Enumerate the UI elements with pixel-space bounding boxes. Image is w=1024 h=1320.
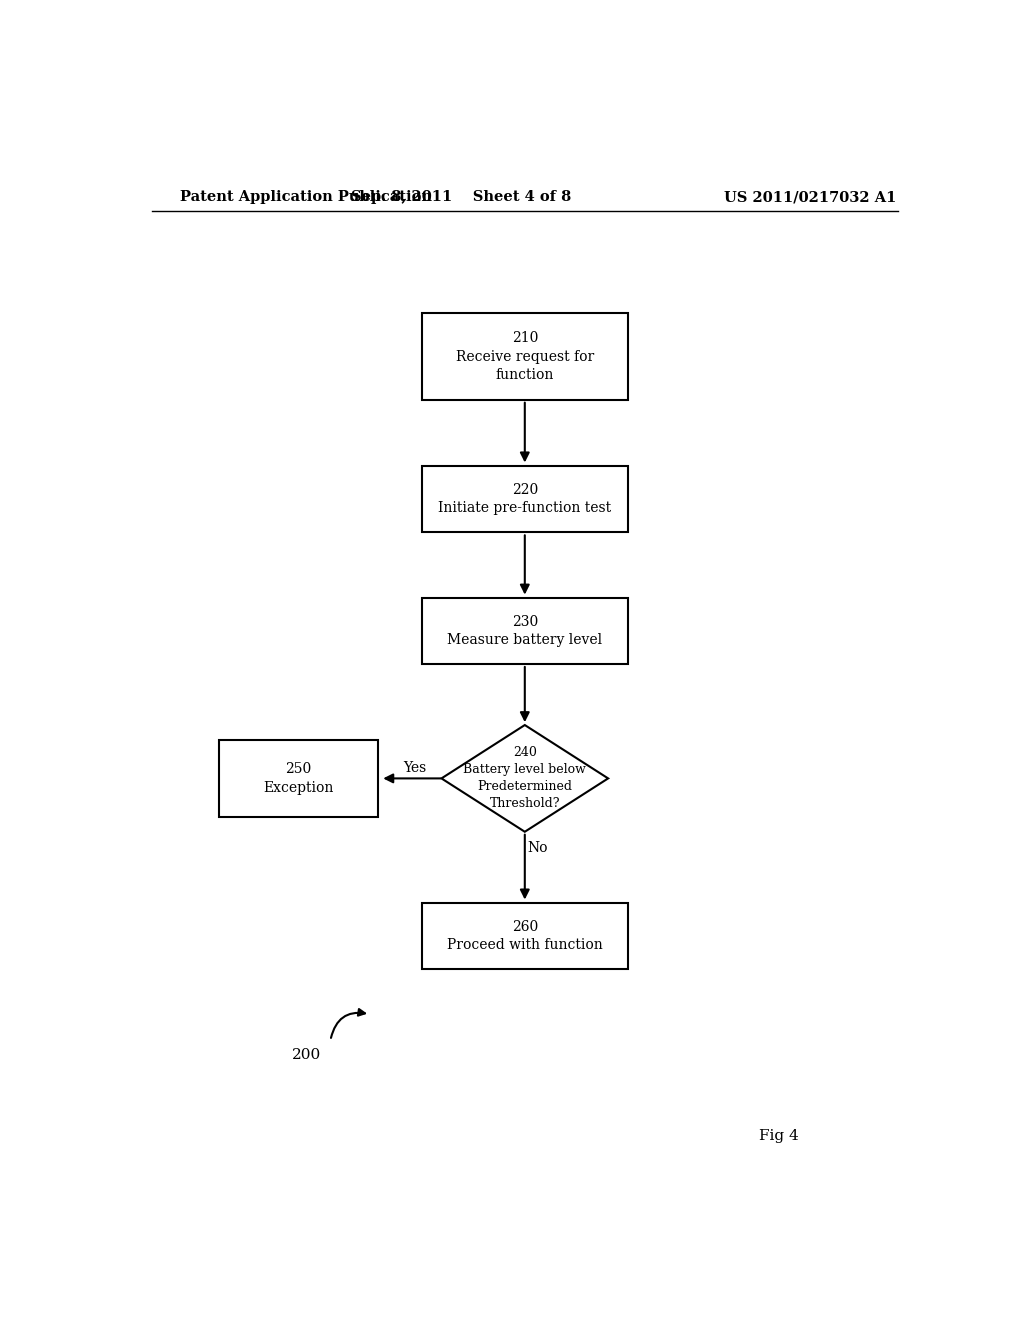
Text: 260
Proceed with function: 260 Proceed with function	[446, 920, 603, 952]
Text: 240
Battery level below
Predetermined
Threshold?: 240 Battery level below Predetermined Th…	[464, 746, 586, 810]
Text: Fig 4: Fig 4	[759, 1129, 799, 1143]
Polygon shape	[441, 725, 608, 832]
Text: Patent Application Publication: Patent Application Publication	[179, 190, 431, 205]
Text: 230
Measure battery level: 230 Measure battery level	[447, 615, 602, 647]
Text: US 2011/0217032 A1: US 2011/0217032 A1	[724, 190, 897, 205]
FancyBboxPatch shape	[422, 466, 628, 532]
FancyBboxPatch shape	[422, 903, 628, 969]
Text: Sep. 8, 2011    Sheet 4 of 8: Sep. 8, 2011 Sheet 4 of 8	[351, 190, 571, 205]
Text: Yes: Yes	[403, 762, 427, 775]
FancyBboxPatch shape	[422, 313, 628, 400]
Text: 200: 200	[292, 1048, 322, 1061]
Text: 210
Receive request for
function: 210 Receive request for function	[456, 331, 594, 381]
Text: 220
Initiate pre-function test: 220 Initiate pre-function test	[438, 483, 611, 515]
Text: No: No	[527, 841, 548, 854]
FancyBboxPatch shape	[219, 741, 378, 817]
FancyBboxPatch shape	[422, 598, 628, 664]
Text: 250
Exception: 250 Exception	[263, 762, 334, 795]
